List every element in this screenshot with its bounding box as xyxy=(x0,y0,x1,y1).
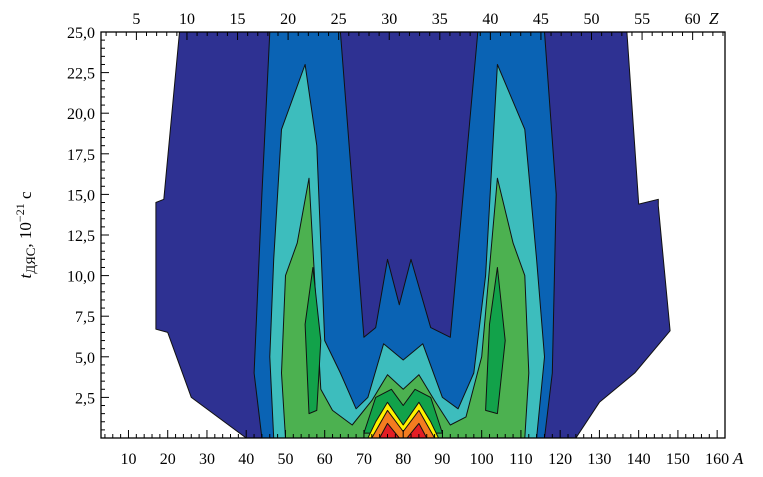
y-tick-label: 25,0 xyxy=(67,25,95,42)
x-tick-label: 70 xyxy=(356,451,372,468)
y-axis-title-unit-prefix: , 10 xyxy=(16,222,35,248)
x-tick-label: 30 xyxy=(199,451,215,468)
contour-region-level-5 xyxy=(304,267,322,415)
x-axis-title: A xyxy=(732,449,744,468)
tick-labels: 10 20 30 40 50 60 70 80 90 100 110 120 130 140 150 160 5… xyxy=(67,11,729,468)
x-top-axis-title: Z xyxy=(709,9,719,28)
y-axis-title-unit: с xyxy=(16,191,35,203)
z-tick-label: 5 xyxy=(132,11,140,28)
z-tick-label: 10 xyxy=(179,11,195,28)
y-axis-title-symbol: t xyxy=(16,273,35,279)
x-tick-label: 60 xyxy=(317,451,333,468)
z-tick-label: 20 xyxy=(280,11,296,28)
x-tick-label: 10 xyxy=(120,451,136,468)
z-tick-label: 15 xyxy=(230,11,246,28)
z-tick-label: 35 xyxy=(432,11,448,28)
z-tick-label: 40 xyxy=(482,11,498,28)
x-tick-label: 120 xyxy=(548,451,572,468)
y-axis-title: tДЯС, 10−21 с xyxy=(13,191,38,278)
y-tick-label: 22,5 xyxy=(67,66,95,83)
y-tick-label: 12,5 xyxy=(67,228,95,245)
y-tick-label: 20,0 xyxy=(67,106,95,123)
z-tick-label: 60 xyxy=(685,11,701,28)
z-tick-label: 50 xyxy=(584,11,600,28)
x-tick-label: 20 xyxy=(160,451,176,468)
y-tick-label: 5,0 xyxy=(75,350,95,367)
y-axis-title-subscript: ДЯС xyxy=(23,248,38,274)
y-tick-label: 17,5 xyxy=(67,147,95,164)
x-tick-label: 100 xyxy=(470,451,494,468)
axis-ticks xyxy=(101,31,726,438)
x-tick-label: 150 xyxy=(666,451,690,468)
x-tick-label: 160 xyxy=(705,451,729,468)
contour-region-level-8 xyxy=(379,422,428,438)
y-tick-label: 10,0 xyxy=(67,269,95,286)
x-tick-label: 80 xyxy=(395,451,411,468)
x-tick-label: 90 xyxy=(434,451,450,468)
z-tick-label: 25 xyxy=(331,11,347,28)
x-tick-label: 50 xyxy=(277,451,293,468)
z-tick-label: 45 xyxy=(533,11,549,28)
contour-region-level-4 xyxy=(281,177,530,438)
x-tick-label: 130 xyxy=(587,451,611,468)
y-axis-title-exponent: −21 xyxy=(13,203,27,222)
z-tick-label: 55 xyxy=(634,11,650,28)
z-tick-label: 30 xyxy=(381,11,397,28)
y-tick-label: 7,5 xyxy=(75,309,95,326)
contour-region-level-5 xyxy=(485,267,506,415)
x-tick-label: 110 xyxy=(509,451,532,468)
y-tick-label: 2,5 xyxy=(75,390,95,407)
x-tick-label: 40 xyxy=(238,451,254,468)
contour-regions xyxy=(155,32,671,438)
y-tick-label: 15,0 xyxy=(67,187,95,204)
x-tick-label: 140 xyxy=(627,451,651,468)
